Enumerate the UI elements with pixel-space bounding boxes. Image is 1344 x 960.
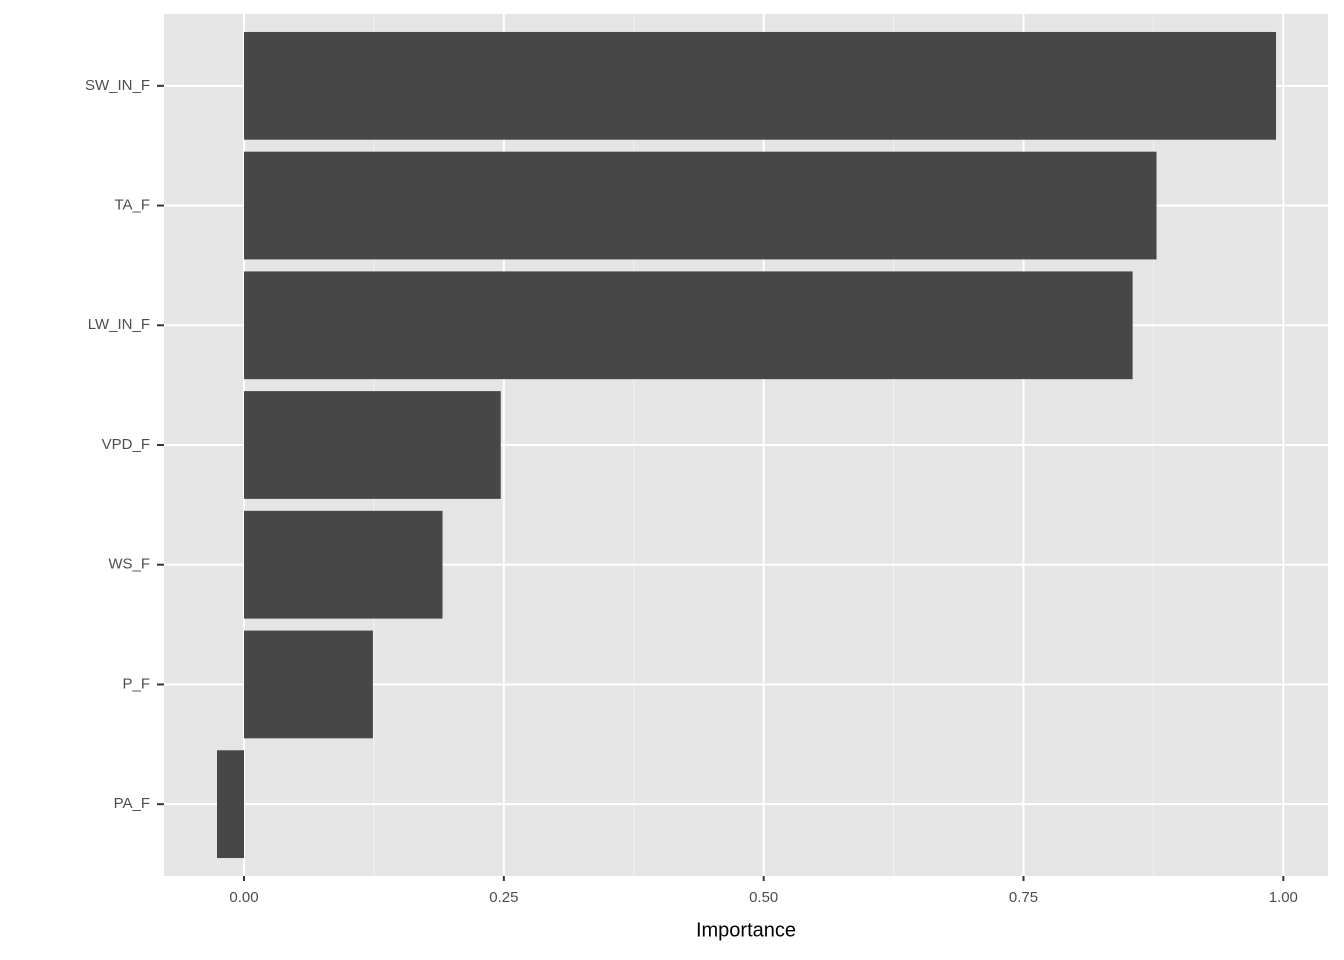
y-tick-label: PA_F	[114, 795, 150, 812]
y-tick-label: P_F	[122, 675, 150, 692]
y-tick-label: SW_IN_F	[85, 77, 150, 94]
bar	[244, 391, 501, 499]
x-tick-label: 0.00	[229, 889, 258, 906]
bar	[244, 630, 373, 739]
bar	[244, 151, 1157, 260]
y-tick-label: WS_F	[108, 556, 150, 573]
y-tick-label: TA_F	[114, 197, 150, 214]
y-tick-label: VPD_F	[102, 436, 150, 453]
x-axis-title: Importance	[696, 919, 796, 941]
bar	[244, 31, 1277, 140]
x-tick-label: 0.75	[1009, 889, 1038, 906]
x-tick-label: 0.50	[749, 889, 778, 906]
bar	[244, 510, 443, 619]
x-tick-label: 1.00	[1269, 889, 1298, 906]
bar	[244, 271, 1133, 380]
bar	[217, 750, 245, 859]
x-tick-label: 0.25	[489, 889, 518, 906]
y-tick-label: LW_IN_F	[88, 316, 150, 333]
